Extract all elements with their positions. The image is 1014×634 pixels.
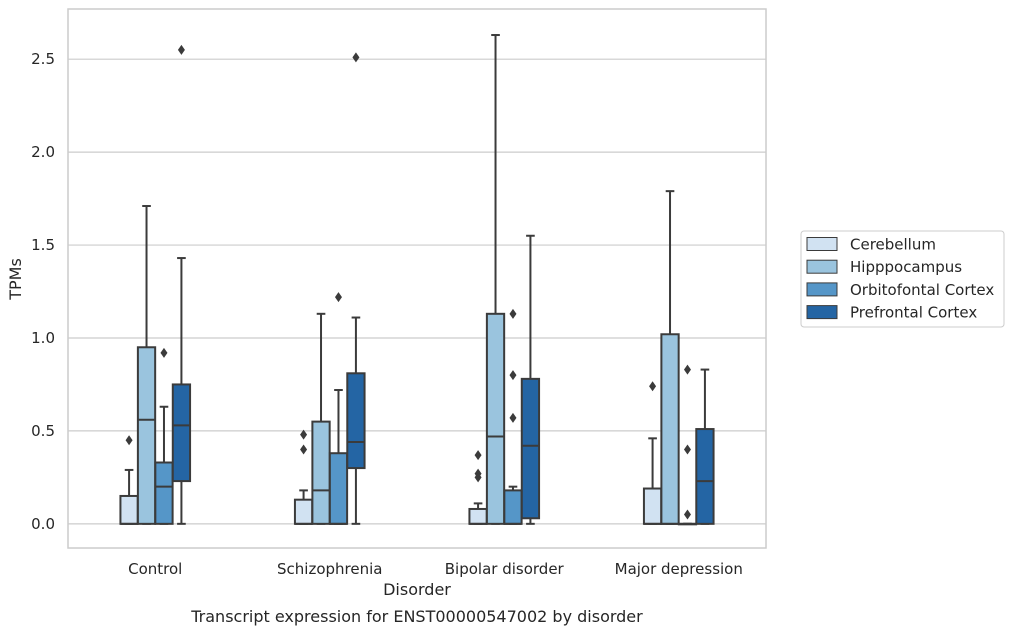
- box-group: [328, 292, 349, 525]
- y-tick-label: 2.0: [31, 143, 55, 161]
- plot-frame: [67, 8, 767, 549]
- box: [503, 489, 523, 525]
- box-group: [346, 52, 366, 525]
- box-marks: [119, 34, 715, 526]
- box: [154, 461, 174, 525]
- box-group: [485, 34, 506, 525]
- box: [485, 312, 506, 525]
- box-group: [695, 368, 715, 525]
- box: [293, 498, 314, 525]
- legend-label: Orbitofontal Cortex: [850, 281, 994, 299]
- x-axis-title: Disorder: [383, 580, 451, 599]
- y-tick-label: 0.0: [31, 515, 55, 533]
- box: [346, 372, 366, 470]
- outlier-point: [509, 308, 517, 319]
- box-group: [136, 205, 157, 525]
- y-tick-labels: 0.0 0.5 1.0 1.5 2.0 2.5: [31, 50, 55, 533]
- box: [468, 507, 488, 525]
- outlier-point: [474, 450, 482, 461]
- outlier-point: [160, 347, 168, 358]
- outlier-point: [683, 364, 691, 375]
- box: [136, 346, 157, 525]
- box: [171, 383, 192, 483]
- box-group: [293, 429, 314, 525]
- legend-label: Cerebellum: [850, 236, 936, 254]
- outlier-point: [683, 509, 691, 520]
- box-group: [171, 44, 192, 525]
- legend-label: Prefrontal Cortex: [850, 304, 977, 322]
- outlier-point: [352, 52, 360, 63]
- legend-swatch: [806, 282, 838, 297]
- outlier-point: [300, 429, 308, 440]
- y-tick-label: 2.5: [31, 50, 55, 68]
- x-tick-label: Bipolar disorder: [445, 560, 565, 578]
- box-group: [119, 435, 139, 525]
- outlier-point: [334, 292, 342, 303]
- x-tick-label: Control: [128, 560, 182, 578]
- box-group: [154, 347, 174, 525]
- outlier-point: [125, 435, 133, 446]
- box-group: [311, 312, 331, 525]
- box-group: [642, 381, 663, 525]
- legend: Cerebellum Hipppocampus Orbitofontal Corte…: [800, 230, 1005, 328]
- box-group: [468, 450, 488, 525]
- box-group: [677, 364, 698, 526]
- legend-box: [800, 230, 1005, 328]
- box-group: [520, 234, 541, 525]
- y-tick-label: 0.5: [31, 422, 55, 440]
- box-group: [503, 308, 523, 525]
- box: [119, 494, 139, 525]
- x-tick-labels: Control Schizophrenia Bipolar disorder Majo…: [128, 560, 743, 578]
- y-axis-title: TPMs: [6, 258, 25, 301]
- chart-caption: Transcript expression for ENST0000054700…: [190, 607, 643, 626]
- outlier-point: [509, 370, 517, 381]
- box: [660, 333, 680, 525]
- box-group: [660, 190, 680, 525]
- legend-label: Hipppocampus: [850, 258, 962, 276]
- outlier-point: [474, 468, 482, 479]
- box: [520, 377, 541, 520]
- outlier-point: [300, 444, 308, 455]
- legend-swatch: [806, 237, 838, 251]
- y-tick-label: 1.0: [31, 329, 55, 347]
- outlier-point: [177, 44, 185, 55]
- legend-swatch: [806, 305, 838, 320]
- x-tick-label: Major depression: [615, 560, 743, 578]
- legend-swatch: [806, 259, 838, 274]
- box: [328, 452, 349, 525]
- box: [642, 487, 663, 525]
- box: [311, 420, 331, 525]
- outlier-point: [649, 381, 657, 392]
- box: [695, 428, 715, 525]
- outlier-point: [509, 412, 517, 423]
- outlier-point: [683, 444, 691, 455]
- y-tick-label: 1.5: [31, 236, 55, 254]
- x-tick-label: Schizophrenia: [277, 560, 382, 578]
